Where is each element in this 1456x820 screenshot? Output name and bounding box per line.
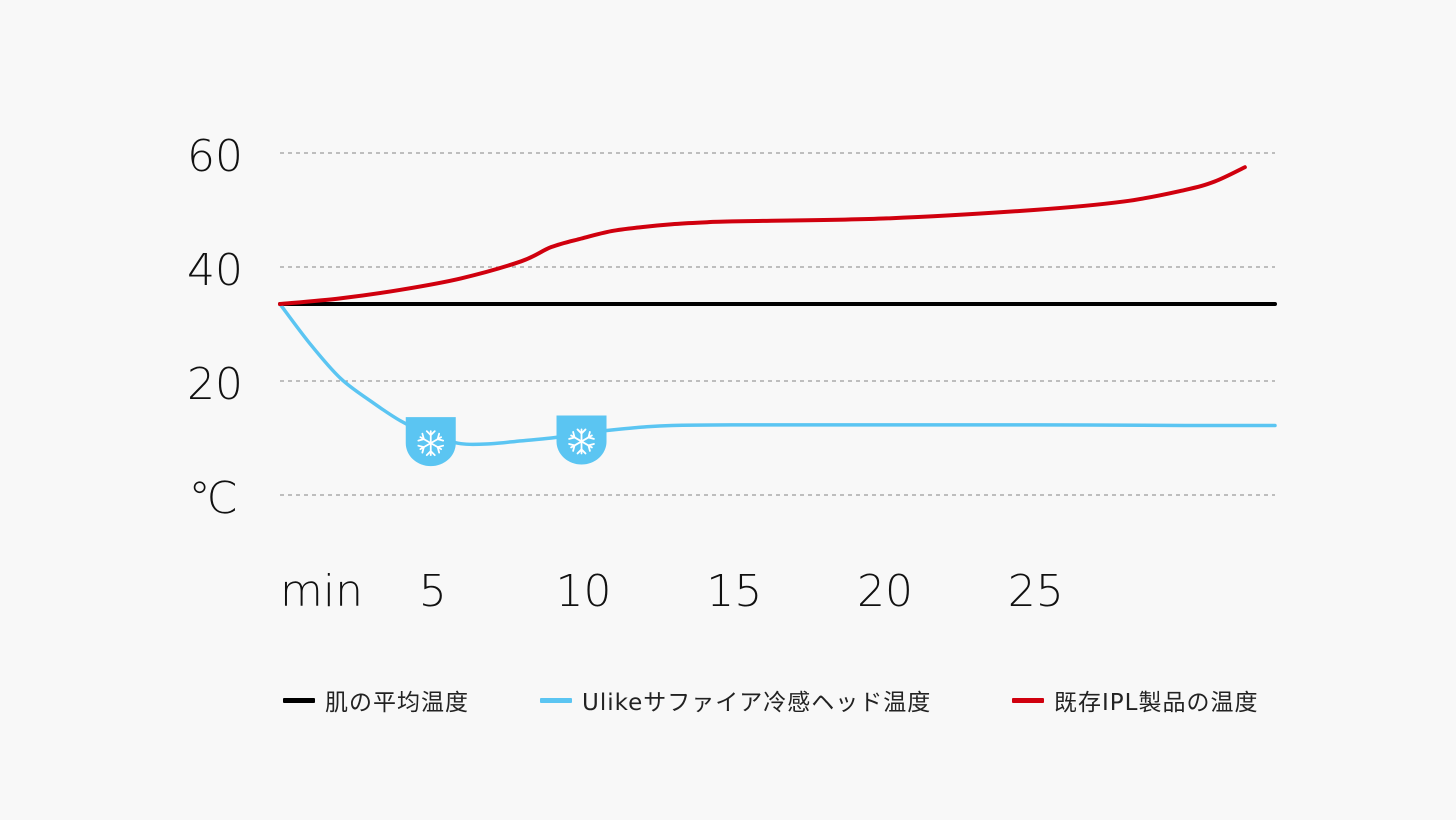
y-tick-label: 20 — [187, 359, 243, 410]
y-tick-label: 60 — [187, 131, 243, 182]
snowflake-marker — [556, 415, 607, 465]
snowflake-icon — [417, 430, 445, 457]
x-tick-label: 20 — [857, 566, 913, 617]
x-tick-label: 10 — [556, 566, 612, 617]
legend-item-ulike-head-temp: Ulikeサファイア冷感ヘッド温度 — [540, 680, 931, 720]
legend-swatch — [1012, 697, 1044, 703]
x-tick-label: 15 — [706, 566, 762, 617]
series-markers — [405, 415, 607, 467]
snowflake-icon — [568, 428, 595, 455]
gridlines — [280, 152, 1275, 496]
legend-label: 既存IPL製品の温度 — [1054, 690, 1259, 716]
legend-label: 肌の平均温度 — [325, 690, 469, 716]
x-unit-label: min — [280, 566, 363, 617]
chart-legend: 肌の平均温度 Ulikeサファイア冷感ヘッド温度 既存IPL製品の温度 — [0, 680, 1456, 720]
legend-swatch — [540, 697, 572, 703]
snowflake-marker — [405, 417, 456, 467]
temperature-chart: 20 40 60 ℃ min 5 10 15 20 25 — [187, 131, 1277, 617]
legend-label: Ulikeサファイア冷感ヘッド温度 — [582, 690, 932, 716]
existing-ipl-temp-line — [278, 165, 1247, 307]
y-axis-ticks: 20 40 60 ℃ — [187, 131, 243, 524]
series-lines — [278, 165, 1277, 447]
x-axis-ticks: min 5 10 15 20 25 — [280, 566, 1064, 617]
legend-swatch — [283, 697, 315, 703]
x-tick-label: 25 — [1008, 566, 1064, 617]
y-tick-label: 40 — [187, 245, 243, 296]
legend-item-skin-temp: 肌の平均温度 — [283, 680, 469, 720]
y-unit-label: ℃ — [189, 473, 238, 524]
legend-item-existing-ipl-temp: 既存IPL製品の温度 — [1012, 680, 1258, 720]
x-tick-label: 5 — [419, 566, 447, 617]
